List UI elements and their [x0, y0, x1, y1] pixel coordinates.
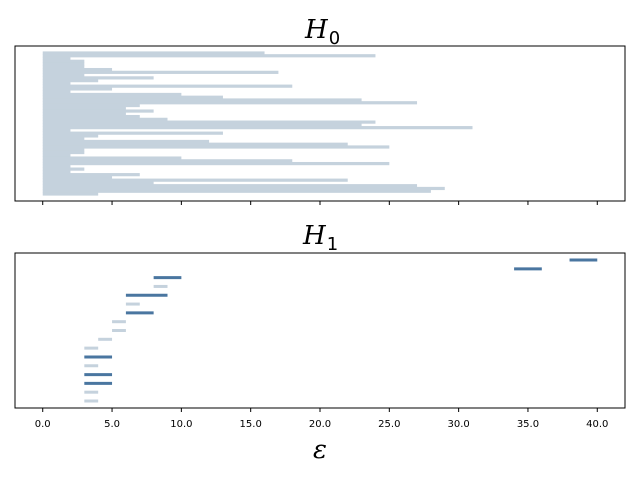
h0-bar	[42, 95, 223, 99]
h0-bar	[42, 109, 154, 113]
h1-tick-label: 25.0	[378, 419, 400, 430]
h0-bar	[42, 170, 71, 174]
h0-bar	[42, 62, 85, 66]
h0-bar	[42, 65, 85, 69]
h0-bar	[42, 186, 445, 191]
h0-bar	[42, 159, 293, 163]
h0-bar	[42, 84, 293, 88]
h0-bar	[42, 181, 154, 185]
h0-bar	[42, 150, 85, 155]
h0-bar	[42, 120, 376, 124]
h0-bar	[42, 54, 376, 58]
x-axis-label: ε	[313, 435, 327, 465]
h0-bar	[42, 192, 99, 196]
h0-bar	[42, 184, 418, 188]
h1-panel: H1 0.0 5.0 10.0 15.0 20.0 25.0 30.0 35.0 40.0 ε	[14, 221, 626, 465]
h0-bar	[42, 98, 362, 102]
h0-bar	[42, 114, 140, 119]
h0-ticks	[42, 201, 598, 205]
h0-bar	[42, 178, 348, 182]
h0-bar	[42, 87, 113, 91]
h0-bar	[42, 189, 431, 193]
h1-tick-label: 15.0	[240, 419, 262, 430]
h0-bar	[42, 101, 418, 105]
h0-bar	[42, 81, 71, 86]
h0-bars	[42, 51, 473, 196]
h0-bar	[42, 112, 126, 116]
h1-tick-label: 40.0	[586, 419, 608, 430]
h0-bar	[42, 142, 348, 146]
h0-bar	[42, 67, 113, 72]
h0-bar	[42, 148, 85, 152]
h0-bar	[42, 92, 182, 97]
h1-title: H1	[302, 221, 338, 255]
h0-panel: H0	[14, 15, 626, 205]
h1-tick-label: 5.0	[104, 419, 120, 430]
h0-bar	[42, 161, 390, 166]
h0-bar	[42, 51, 265, 55]
h0-bar	[42, 167, 85, 171]
h0-bar	[42, 175, 113, 180]
h0-bar	[42, 56, 71, 61]
h1-tick-label: 10.0	[170, 419, 192, 430]
h0-title: H0	[304, 15, 340, 49]
h1-tick-label: 20.0	[309, 419, 331, 430]
h0-bar	[42, 153, 71, 157]
h0-bar	[42, 79, 99, 83]
h0-bar	[42, 128, 71, 133]
h0-bar	[42, 139, 210, 144]
h1-bars	[84, 258, 598, 403]
h0-bar	[42, 131, 223, 135]
h0-bar	[42, 145, 390, 149]
h0-bar	[42, 134, 99, 138]
h0-bar	[42, 90, 71, 94]
h1-ticks: 0.0 5.0 10.0 15.0 20.0 25.0 30.0 35.0 40.0	[35, 408, 608, 430]
h0-bar	[42, 70, 279, 74]
h1-tick-label: 30.0	[448, 419, 470, 430]
h0-bar	[42, 164, 71, 168]
h0-bar	[42, 173, 140, 177]
h0-bar	[42, 117, 168, 121]
h0-bar	[42, 123, 362, 127]
h1-tick-label: 0.0	[35, 419, 51, 430]
h1-tick-label: 35.0	[517, 419, 539, 430]
h0-bar	[42, 106, 126, 110]
h0-bar	[42, 59, 85, 63]
h0-bar	[42, 126, 473, 130]
h0-bar	[42, 137, 85, 141]
h0-bar	[42, 76, 154, 80]
h0-bar	[42, 156, 182, 160]
h0-bar	[42, 73, 85, 77]
h0-bar	[42, 103, 140, 108]
